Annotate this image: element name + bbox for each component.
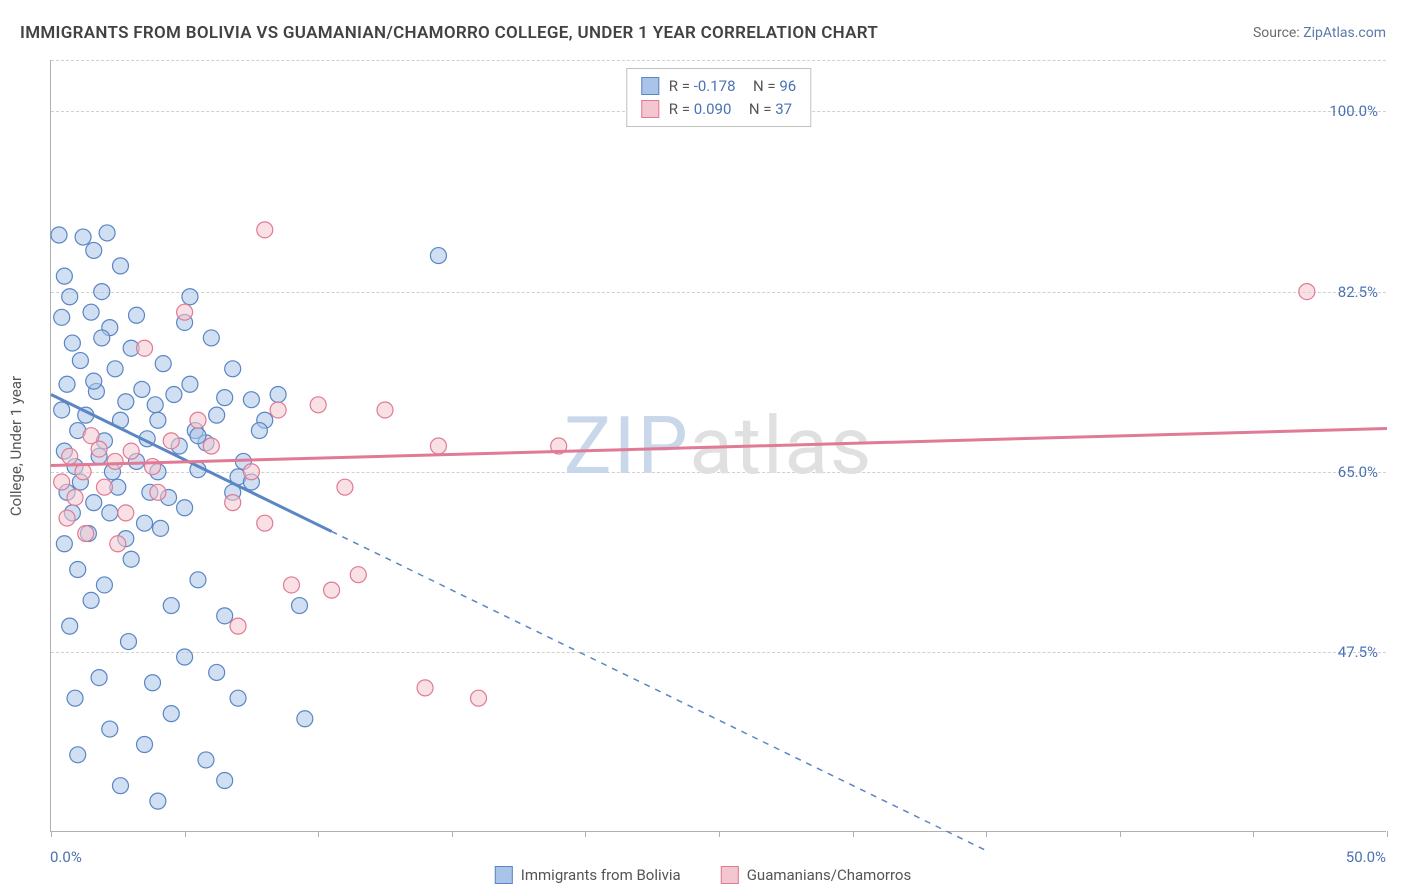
x-axis-max-label: 50.0% (1346, 848, 1386, 866)
legend-swatch-pink (641, 100, 659, 118)
legend-swatch-blue (495, 866, 513, 884)
correlation-legend: R = -0.178 N = 96 R = 0.090 N = 37 (626, 68, 811, 127)
legend-swatch-blue (641, 77, 659, 95)
x-axis-min-label: 0.0% (50, 848, 82, 866)
source-link[interactable]: ZipAtlas.com (1303, 25, 1386, 41)
chart-plot-area: ZIPatlas R = -0.178 N = 96 R = 0.090 N =… (50, 60, 1386, 832)
legend-item-guam: Guamanians/Chamorros (721, 866, 911, 884)
legend-row-bolivia: R = -0.178 N = 96 (641, 75, 796, 98)
source-attribution: Source: ZipAtlas.com (1253, 25, 1386, 41)
y-axis-label: College, Under 1 year (7, 376, 25, 516)
scatter-svg (51, 60, 1386, 831)
legend-row-guam: R = 0.090 N = 37 (641, 98, 796, 121)
legend-swatch-pink (721, 866, 739, 884)
series-legend: Immigrants from Bolivia Guamanians/Chamo… (495, 866, 911, 884)
legend-item-bolivia: Immigrants from Bolivia (495, 866, 681, 884)
chart-title: IMMIGRANTS FROM BOLIVIA VS GUAMANIAN/CHA… (20, 23, 878, 43)
